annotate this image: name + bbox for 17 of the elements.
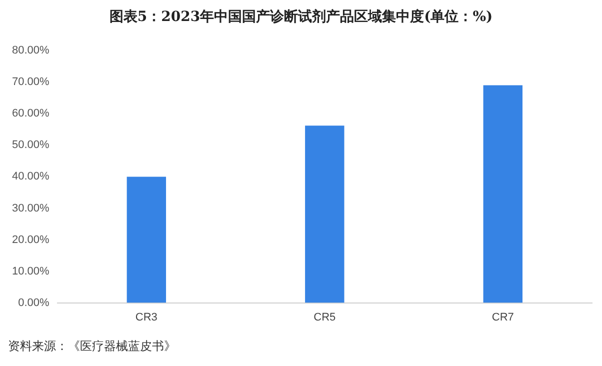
bar	[483, 85, 522, 303]
y-tick-label: 40.00%	[12, 170, 50, 183]
y-tick-label: 20.00%	[12, 234, 50, 246]
chart-title: 图表5：2023年中国国产诊断试剂产品区域集中度(单位：%)	[108, 8, 494, 26]
x-tick-label: CR7	[492, 311, 514, 324]
y-tick-label: 70.00%	[12, 76, 50, 88]
x-tick-label: CR5	[314, 311, 336, 324]
y-tick-label: 80.00%	[12, 44, 50, 57]
bar	[126, 176, 166, 303]
x-tick-label: CR3	[135, 311, 158, 324]
y-tick-label: 50.00%	[12, 139, 50, 152]
y-tick-label: 30.00%	[12, 202, 50, 214]
y-tick-label: 60.00%	[12, 108, 50, 120]
bar	[305, 126, 344, 303]
y-tick-label: 0.00%	[18, 296, 50, 309]
y-tick-label: 10.00%	[12, 265, 50, 278]
text: 资料来源：《医疗器械蓝皮书》	[8, 338, 176, 355]
